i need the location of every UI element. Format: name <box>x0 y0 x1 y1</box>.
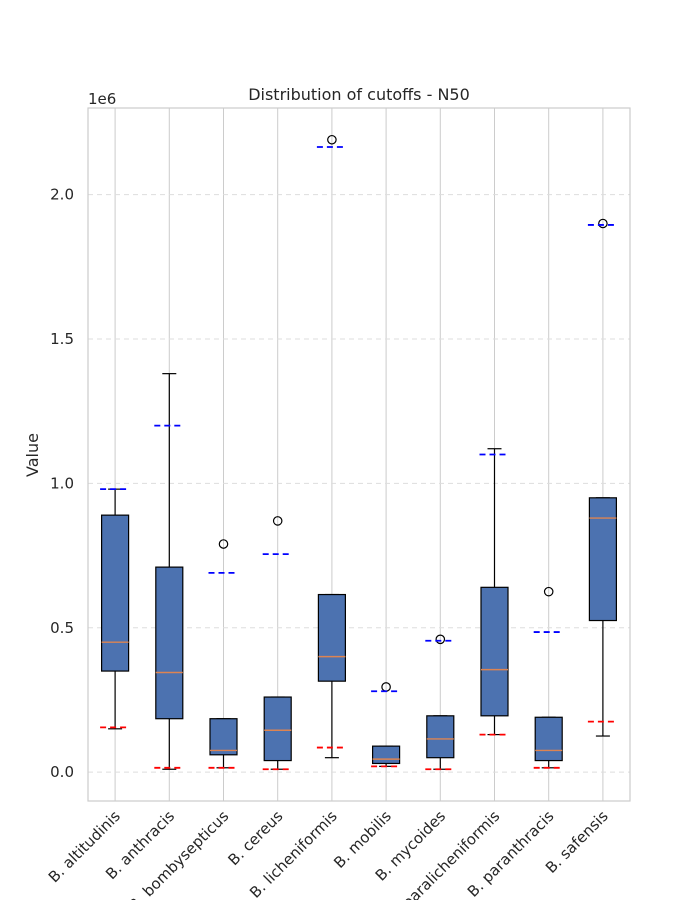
box-body <box>426 715 455 759</box>
box-b-licheniformis <box>316 134 347 759</box>
box-b-cereus <box>262 516 293 771</box>
outlier-point <box>435 634 446 645</box>
box-body <box>100 514 130 672</box>
box-b-mobilis <box>371 682 402 768</box>
box-b-paralicheniformis <box>479 448 510 736</box>
box-b-safensis <box>587 218 618 737</box>
box-b-mycoides <box>425 634 456 771</box>
box-body <box>263 696 292 762</box>
y-tick-label: 1.0 <box>50 474 74 492</box>
y-tick-label: 0.5 <box>50 619 74 637</box>
y-axis-label: Value <box>23 433 42 477</box>
outlier-point <box>218 539 229 549</box>
box-body <box>534 716 563 762</box>
boxes <box>100 134 618 771</box>
outlier-point <box>543 586 554 597</box>
y-tick-labels: 0.0 0.5 1.0 1.5 2.0 <box>50 186 74 782</box>
box-body <box>480 586 509 717</box>
box-b-anthracis <box>154 373 185 770</box>
outlier-point <box>327 134 337 145</box>
outlier-point <box>598 218 608 229</box>
chart-title: Distribution of cutoffs - N50 <box>248 85 470 104</box>
box-b-paranthracis <box>533 586 564 769</box>
box-body <box>209 718 238 756</box>
box-body <box>317 593 346 682</box>
y-tick-label: 0.0 <box>50 763 74 781</box>
box-body <box>372 745 401 765</box>
box-b-altitudinis <box>100 488 131 730</box>
y-tick-label: 2.0 <box>50 186 74 204</box>
outlier-point <box>272 516 283 526</box>
box-body <box>588 497 618 622</box>
y-axis-offset-label: 1e6 <box>88 90 116 108</box>
box-body <box>155 566 184 720</box>
box-b-bombysepticus <box>208 539 239 769</box>
plot-frame <box>87 107 631 802</box>
y-tick-label: 1.5 <box>50 330 74 348</box>
